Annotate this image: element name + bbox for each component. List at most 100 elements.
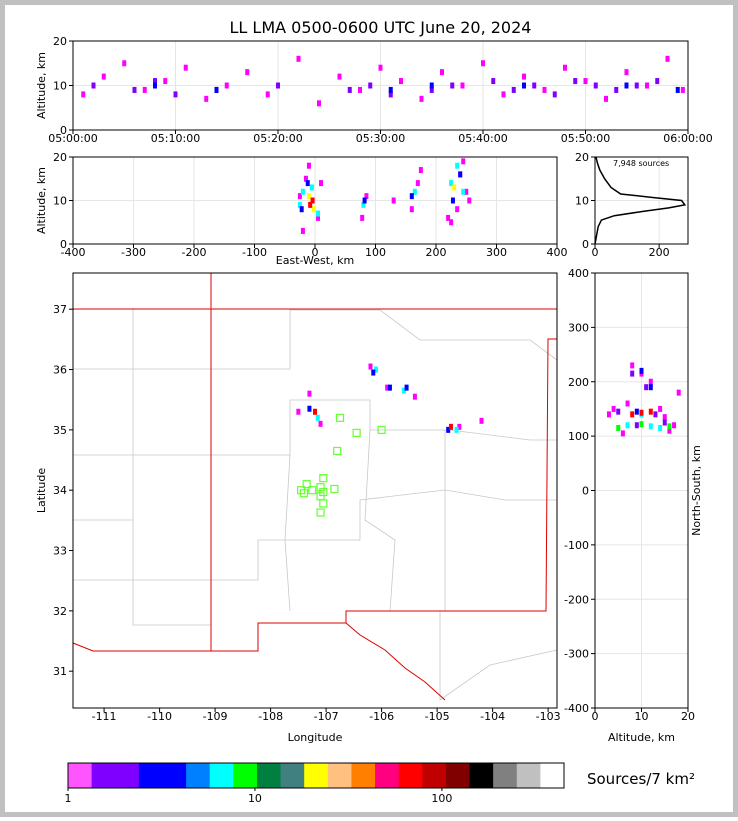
x-tick-label: 05:10:00 xyxy=(151,132,200,145)
source xyxy=(450,82,455,89)
colorbar-label: Sources/7 km² xyxy=(587,770,695,788)
station xyxy=(316,483,325,492)
station xyxy=(330,484,339,494)
station xyxy=(302,480,311,489)
colorbar-segment xyxy=(209,763,234,788)
x-tick-label: 100 xyxy=(365,246,386,259)
y-tick-label: 0 xyxy=(60,124,67,137)
x-tick-label: 1 xyxy=(65,792,72,805)
x-tick-label: -106 xyxy=(369,710,394,723)
source xyxy=(371,369,376,376)
colorbar-segment xyxy=(91,763,116,788)
source xyxy=(620,430,625,437)
source xyxy=(307,405,312,412)
source xyxy=(653,411,658,418)
source xyxy=(624,82,629,89)
y-tick-label: 36 xyxy=(53,364,67,377)
y-tick-label: 35 xyxy=(53,424,67,437)
source xyxy=(634,408,639,415)
source xyxy=(452,184,457,191)
source xyxy=(311,206,316,213)
source xyxy=(404,384,409,391)
x-axis-label: Altitude, km xyxy=(608,731,675,744)
colorbar-segment xyxy=(516,763,541,788)
source xyxy=(296,408,301,415)
source xyxy=(204,95,209,102)
source xyxy=(542,86,547,93)
colorbar-segment xyxy=(327,763,352,788)
source xyxy=(648,384,653,391)
station xyxy=(319,487,328,497)
y-tick-label: 10 xyxy=(575,195,589,208)
station xyxy=(352,428,361,437)
source xyxy=(479,417,484,424)
source xyxy=(224,82,229,89)
source xyxy=(142,86,147,93)
y-tick-label: 31 xyxy=(53,665,67,678)
source xyxy=(122,60,127,67)
y-tick-label: 400 xyxy=(568,267,589,280)
source xyxy=(611,405,616,412)
y-tick-label: -100 xyxy=(564,539,589,552)
source xyxy=(658,424,663,431)
plot-frame xyxy=(72,40,689,131)
source xyxy=(315,414,320,421)
colorbar-segment xyxy=(398,763,423,788)
source xyxy=(399,78,403,85)
source xyxy=(625,422,630,429)
x-tick-label: 06:00:00 xyxy=(663,132,712,145)
x-tick-label: -400 xyxy=(61,246,86,259)
y-tick-label: 33 xyxy=(53,545,67,558)
x-tick-label: 0 xyxy=(312,246,319,259)
y-tick-label: 37 xyxy=(53,303,67,316)
source xyxy=(614,86,619,93)
source xyxy=(446,426,451,433)
source xyxy=(448,423,453,430)
y-tick-label: 32 xyxy=(53,605,67,618)
source xyxy=(418,167,423,174)
source xyxy=(305,180,310,187)
y-tick-label: 0 xyxy=(60,238,67,251)
y-tick-label: 20 xyxy=(53,35,67,48)
source xyxy=(91,82,96,89)
source xyxy=(173,91,178,98)
source xyxy=(680,86,685,93)
source xyxy=(675,86,680,93)
source xyxy=(461,158,466,165)
source xyxy=(457,423,462,430)
source xyxy=(429,82,434,89)
county-lines xyxy=(73,308,558,701)
source xyxy=(464,188,469,195)
x-tick-label: -110 xyxy=(147,710,172,723)
source xyxy=(639,367,644,374)
source xyxy=(316,210,321,217)
source xyxy=(563,64,567,71)
source xyxy=(313,408,317,415)
x-tick-label: 10 xyxy=(248,792,262,805)
source xyxy=(667,427,672,434)
source xyxy=(214,86,219,93)
source xyxy=(658,405,663,412)
colorbar-segment xyxy=(280,763,305,788)
source xyxy=(303,175,308,182)
source xyxy=(461,188,466,195)
state-borders xyxy=(72,273,557,701)
source xyxy=(81,91,86,98)
source xyxy=(630,362,635,369)
source xyxy=(364,193,369,200)
station xyxy=(333,446,342,456)
source xyxy=(153,82,157,89)
source xyxy=(300,227,305,234)
x-tick-label: 05:40:00 xyxy=(458,132,507,145)
source xyxy=(616,408,621,415)
source xyxy=(672,422,677,429)
source xyxy=(245,69,250,76)
source xyxy=(419,95,424,102)
x-tick-label: -107 xyxy=(314,710,339,723)
source xyxy=(265,91,270,98)
source xyxy=(455,162,460,169)
colorbar-segment xyxy=(469,763,494,788)
source xyxy=(460,82,465,89)
colorbar-segment xyxy=(68,763,93,788)
